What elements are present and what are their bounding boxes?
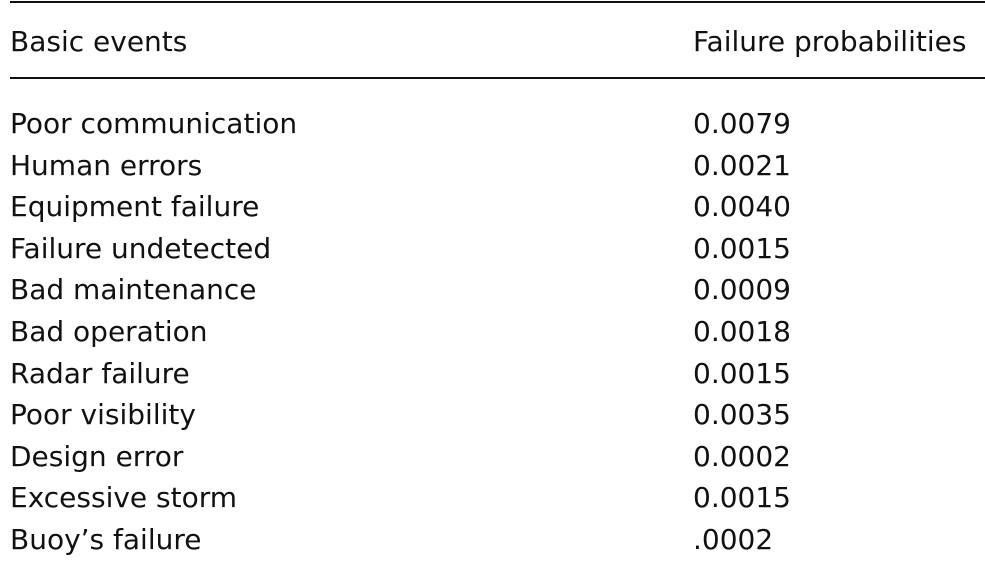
header-cell: Basic events [10,25,188,58]
probability: 0.0015 [693,481,791,515]
probability: .0002 [693,523,774,556]
event-name: Equipment failure [10,190,260,224]
event-name: Failure undetected [10,231,272,265]
event-name: Excessive storm [10,481,238,515]
probability: 0.0035 [693,398,791,432]
event-name: Radar failure [10,356,190,390]
event-name: Poor communication [10,107,298,140]
probability: 0.0079 [693,107,791,140]
probability: 0.0018 [693,315,791,348]
event-name: Poor visibility [10,398,196,432]
event-name: Human errors [10,148,203,182]
probability: 0.0021 [693,148,791,182]
probability: 0.0002 [693,439,791,473]
event-name: Design error [10,439,184,473]
event-name: Bad maintenance [10,273,257,307]
event-name: Bad operation [10,315,208,348]
event-name: Buoy’s failure [10,523,202,556]
header-rule [10,77,985,79]
probability: 0.0040 [693,190,791,224]
header-cell: Failure probabilities [693,25,967,58]
probability: 0.0015 [693,356,791,390]
probability: 0.0015 [693,231,791,265]
top-rule [10,1,985,3]
probability: 0.0009 [693,273,791,307]
